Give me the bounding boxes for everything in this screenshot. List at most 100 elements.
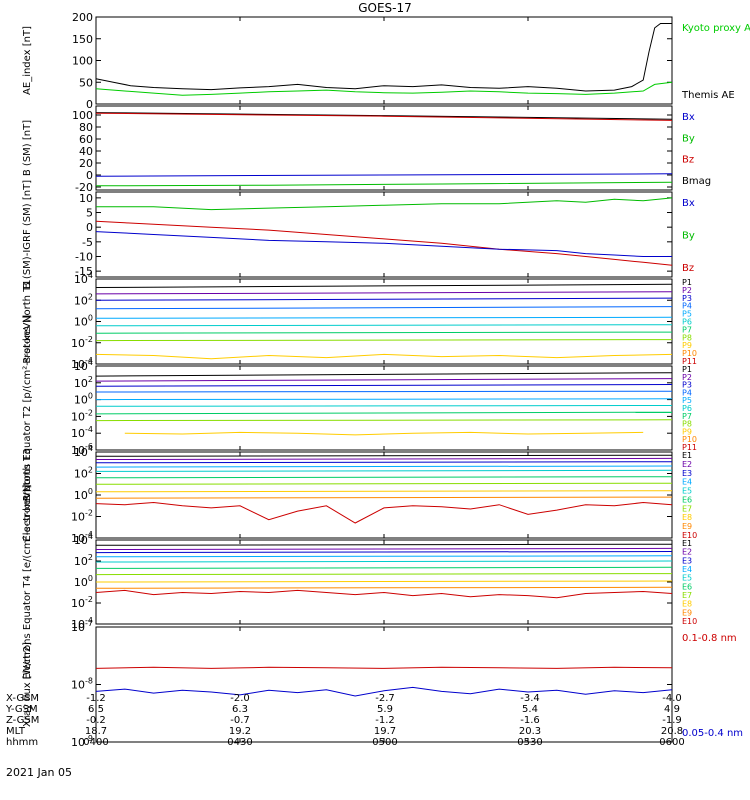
series-e3 (95, 551, 673, 554)
y-tick-label: 10-8 (71, 677, 93, 692)
series-by (96, 197, 673, 211)
legend-entry: Kyoto proxy AE (682, 23, 750, 34)
legend-entry: P6 (682, 318, 692, 327)
orbit-value: 0500 (372, 737, 397, 748)
series-bx (95, 173, 673, 177)
series-e2 (95, 457, 673, 460)
legend-entry: P10 (682, 435, 697, 444)
series-e8 (95, 580, 673, 583)
orbit-row-label: hhmm (6, 737, 38, 748)
y-tick-label: 10-4 (71, 616, 93, 631)
series-p2 (95, 291, 673, 295)
series-e3 (95, 461, 673, 464)
date-label: 2021 Jan 05 (6, 766, 72, 779)
y-tick-label: 102 (74, 292, 93, 307)
legend-entry: E5 (682, 487, 692, 496)
series-p8 (95, 339, 673, 342)
y-tick-label: 100 (74, 392, 93, 407)
y-tick-label: 0 (86, 221, 93, 234)
series-p9 (124, 431, 644, 436)
orbit-value: -1.6 (520, 715, 540, 726)
series-p4 (95, 306, 673, 310)
orbit-value: 18.7 (85, 726, 107, 737)
legend-entry: P7 (682, 412, 692, 421)
orbit-value: 0530 (517, 737, 542, 748)
legend-entry: P4 (682, 388, 692, 397)
series-e4 (95, 465, 673, 468)
series-e10 (95, 589, 673, 599)
y-tick-label: 102 (74, 375, 93, 390)
y-tick-label: 104 (74, 532, 93, 547)
y-axis-label: B (SM)-IGRF (SM) [nT] (22, 180, 33, 289)
y-tick-label: 0 (86, 169, 93, 182)
legend-entry: P10 (682, 349, 697, 358)
orbit-value: -1.2 (86, 693, 106, 704)
legend-entry: Bz (682, 155, 694, 166)
orbit-row-label: MLT (6, 726, 26, 737)
series-bz (95, 220, 673, 266)
series-p9 (95, 353, 673, 360)
series-e6 (95, 476, 673, 479)
orbit-value: -2.7 (375, 693, 395, 704)
series-themis-ae (95, 23, 672, 92)
orbit-value: 19.7 (374, 726, 396, 737)
y-tick-label: -10 (75, 250, 93, 263)
series-p7 (95, 331, 673, 334)
y-axis-label: AE_index [nT] (22, 26, 33, 95)
legend-entry: E8 (682, 600, 692, 609)
y-tick-label: 100 (74, 314, 93, 329)
orbit-value: 5.4 (522, 704, 538, 715)
y-tick-label: 10-4 (71, 425, 93, 440)
y-tick-label: 10-7 (71, 619, 93, 634)
y-tick-label: 10 (79, 192, 93, 205)
series-e6 (95, 566, 673, 569)
orbit-value: 6.3 (232, 704, 248, 715)
series-p3 (95, 384, 673, 387)
orbit-row-label: Y-GSM (5, 704, 38, 715)
legend-entry: P4 (682, 302, 692, 311)
legend-entry: P1 (682, 365, 692, 374)
legend-entry: P7 (682, 325, 692, 334)
y-tick-label: 100 (74, 487, 93, 502)
series-by (95, 181, 673, 187)
legend-entry: P5 (682, 396, 692, 405)
series-0-05-0-4-nm (95, 686, 673, 697)
y-axis-label: Protons North T1 (22, 279, 33, 363)
y-tick-label: 102 (74, 466, 93, 481)
legend-entry: P8 (682, 420, 692, 429)
y-tick-label: 60 (79, 133, 93, 146)
series-bmag (95, 112, 673, 120)
y-tick-label: 104 (74, 271, 93, 286)
y-tick-label: 10-6 (71, 442, 93, 457)
y-tick-label: -5 (82, 236, 93, 249)
orbit-value: 5.9 (377, 704, 393, 715)
orbit-value: 20.3 (519, 726, 541, 737)
figure-title: GOES-17 (358, 1, 412, 15)
panel-ae: 0 50 100 150 200 AE_index [nT] Kyoto proxy AE T… (22, 11, 750, 111)
legend-entry: Bx (682, 198, 695, 209)
orbit-table: X-GSM -1.2 -2.0 -2.7 -3.4 -4.0 Y-GSM 6.5 6.3 5.9 5… (5, 693, 685, 748)
panel-bigrf: -15 -10-5 05 10 B (SM)-IGRF (SM) [nT] Bx By Bz (22, 180, 695, 289)
y-tick-label: -20 (75, 181, 93, 194)
legend-entry: E9 (682, 608, 692, 617)
orbit-value: -1.2 (375, 715, 395, 726)
panel-frame (95, 451, 673, 539)
series-e5 (95, 560, 673, 563)
legend-entry: E7 (682, 504, 692, 513)
legend-entry: P2 (682, 373, 692, 382)
series-e1 (95, 454, 673, 457)
legend-entry: E8 (682, 513, 692, 522)
y-tick-label: 10-4 (71, 356, 93, 371)
legend-entry: Bmag (682, 176, 711, 187)
series-e9 (95, 496, 673, 499)
legend-entry: 0.05-0.4 nm (682, 728, 743, 739)
series-p4 (95, 390, 673, 393)
y-tick-label: 200 (72, 11, 93, 24)
y-tick-label: 104 (74, 444, 93, 459)
series-p6 (95, 405, 673, 407)
legend-entry: P5 (682, 310, 692, 319)
orbit-value: 4.9 (664, 704, 680, 715)
series-p1 (95, 283, 673, 288)
